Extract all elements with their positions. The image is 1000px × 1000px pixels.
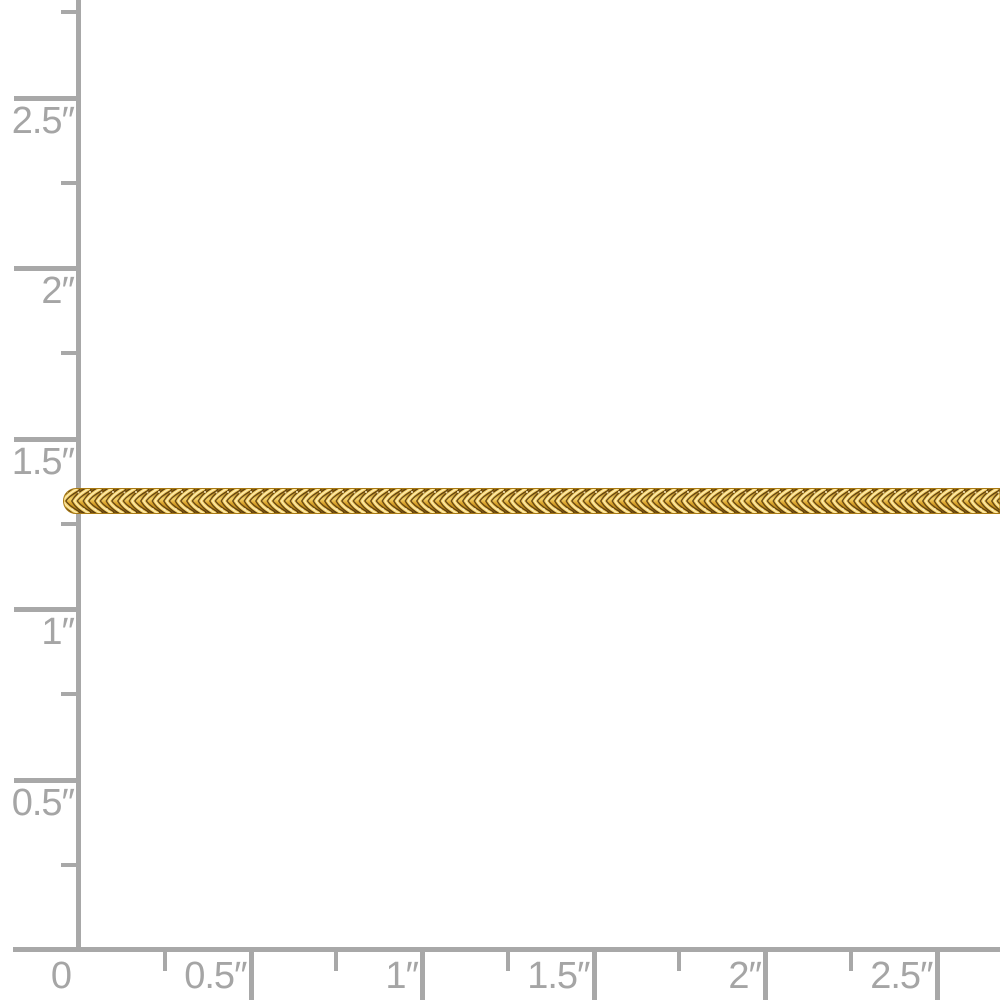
vertical-ruler-line xyxy=(76,0,81,952)
bottom-ruler-label: 2.5″ xyxy=(870,955,933,997)
left-ruler-label: 2″ xyxy=(41,270,75,312)
bottom-ruler-label: 0.5″ xyxy=(184,955,247,997)
bottom-ruler-major-tick xyxy=(420,947,425,1000)
bottom-ruler-label: 1″ xyxy=(385,955,419,997)
left-ruler-major-tick xyxy=(14,95,79,101)
bottom-ruler-minor-tick xyxy=(334,947,339,971)
ruler-label-zero: 0 xyxy=(50,955,72,997)
bottom-ruler-major-tick xyxy=(934,947,940,1000)
left-ruler-minor-tick xyxy=(61,692,79,697)
bottom-ruler-minor-tick xyxy=(848,947,853,971)
left-ruler-minor-tick xyxy=(61,862,79,867)
left-ruler-label: 0.5″ xyxy=(11,781,75,824)
bottom-ruler-minor-tick xyxy=(677,947,682,971)
bottom-ruler-major-tick xyxy=(248,947,254,1000)
left-ruler-minor-tick xyxy=(61,10,79,15)
left-ruler-major-tick xyxy=(14,266,79,271)
left-ruler-label: 1″ xyxy=(41,611,75,653)
chain-body xyxy=(63,488,1000,514)
left-ruler-major-tick xyxy=(14,607,79,612)
bottom-ruler-label: 1.5″ xyxy=(527,955,590,997)
bottom-ruler-minor-tick xyxy=(162,947,167,971)
gold-wheat-chain xyxy=(63,488,1000,514)
left-ruler-major-tick xyxy=(14,777,79,783)
left-ruler-minor-tick xyxy=(61,180,79,185)
left-ruler-minor-tick xyxy=(61,521,79,526)
left-ruler-major-tick xyxy=(14,436,79,442)
left-ruler-minor-tick xyxy=(61,351,79,356)
bottom-ruler-label: 2″ xyxy=(728,955,762,997)
bottom-ruler-minor-tick xyxy=(505,947,510,971)
bottom-ruler-major-tick xyxy=(591,947,597,1000)
left-ruler-label: 2.5″ xyxy=(11,99,75,142)
left-ruler-label: 1.5″ xyxy=(11,440,75,483)
bottom-ruler-major-tick xyxy=(763,947,768,1000)
